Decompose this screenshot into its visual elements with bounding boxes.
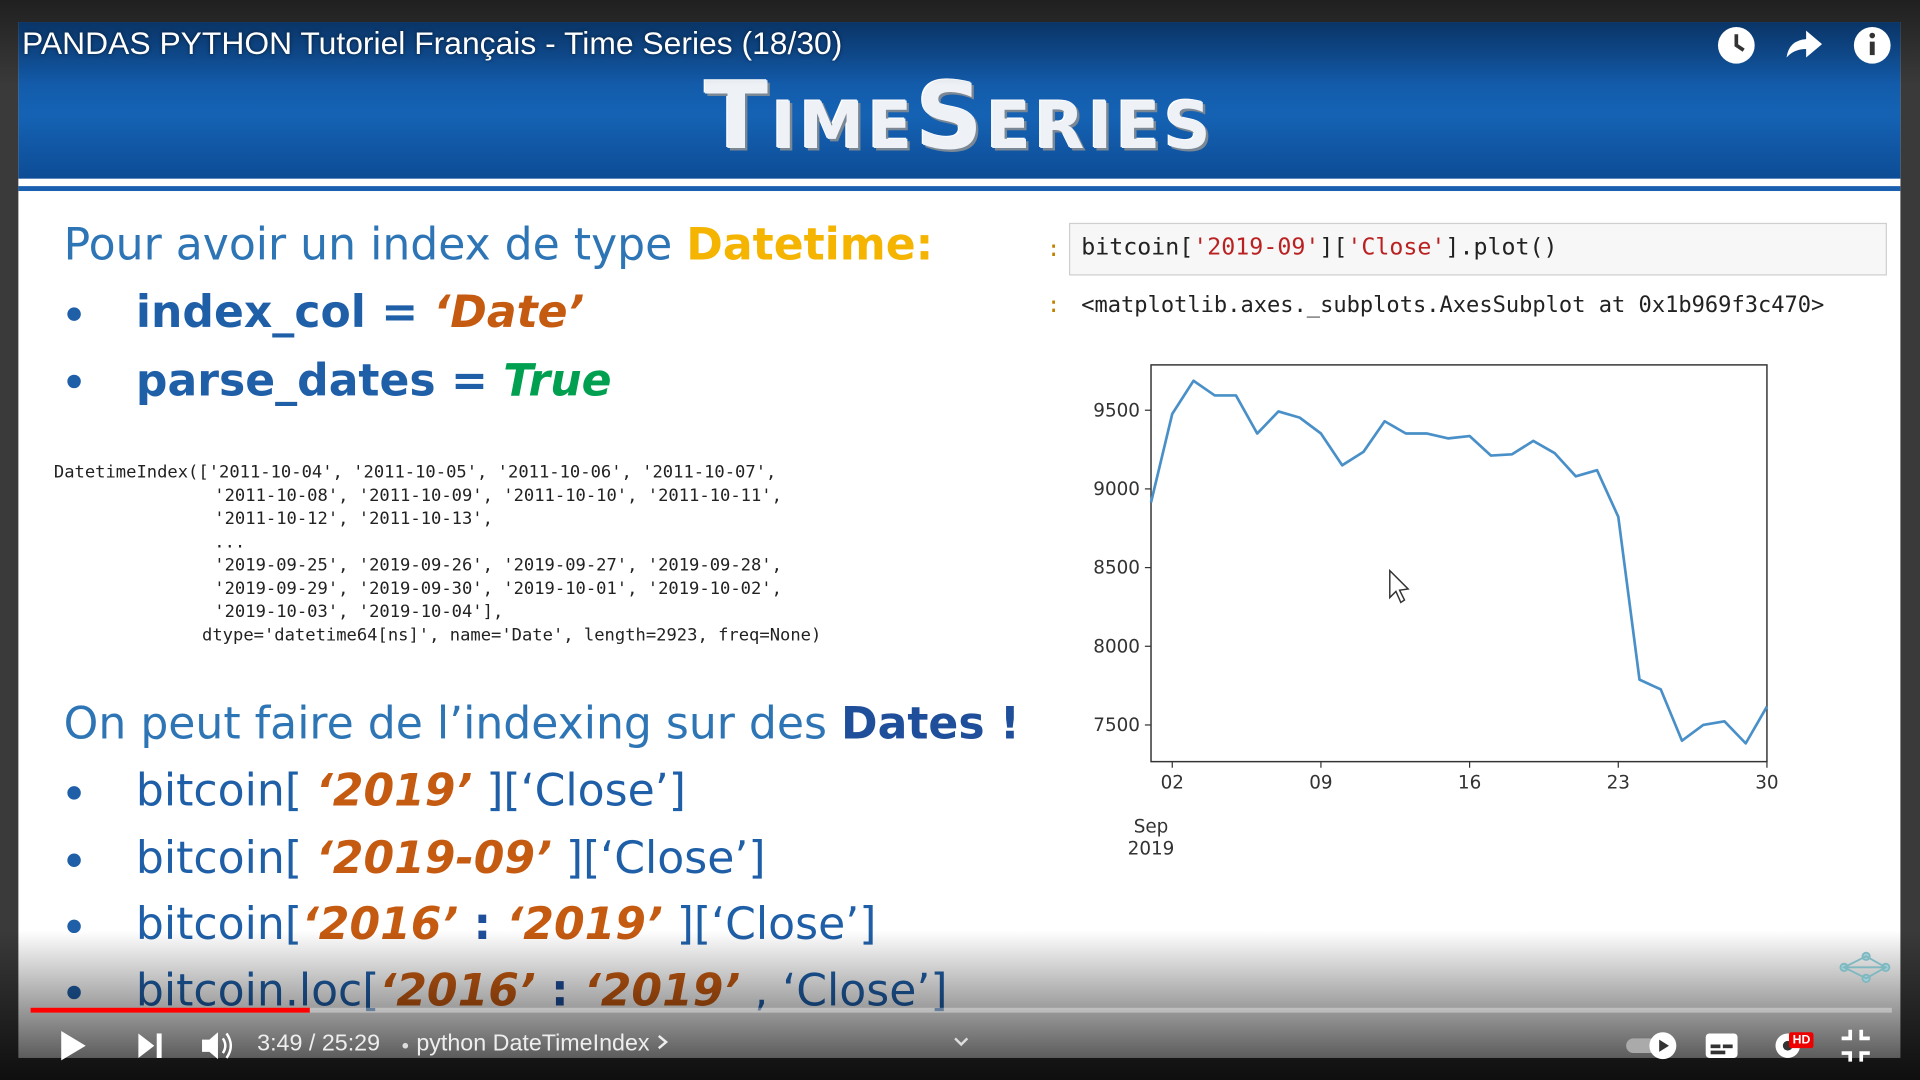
input-prompt: :: [1046, 236, 1061, 263]
heading-text: Pour avoir un index de type: [63, 220, 687, 271]
bullet: parse_dates = True: [135, 356, 612, 407]
x-period-label: Sep: [1134, 817, 1169, 838]
chapters-toggle[interactable]: [954, 1037, 969, 1047]
share-button[interactable]: [1786, 30, 1823, 58]
separator-dot: [402, 1042, 409, 1049]
heading-keyword: Datetime:: [686, 220, 934, 271]
chapter-title[interactable]: python DateTimeIndex: [416, 1031, 671, 1058]
x-tick-label: 30: [1755, 773, 1778, 794]
mouse-cursor: [1389, 568, 1410, 604]
bullet-dot: [67, 786, 81, 800]
bullet-text: bitcoin[: [135, 766, 317, 817]
bullet: bitcoin[ ‘2019’ ][‘Close’]: [135, 766, 686, 817]
notebook-cell: [1068, 222, 1887, 276]
code-line: ...: [214, 532, 246, 553]
x-tick-label: 16: [1458, 773, 1481, 794]
network-icon: [1839, 951, 1891, 983]
bullet-value: True: [503, 356, 612, 407]
progress-track[interactable]: [30, 1007, 1892, 1013]
next-button[interactable]: [138, 1033, 162, 1058]
bullet-value: ‘2019’: [316, 766, 473, 817]
controls: [61, 1029, 1870, 1062]
code-output: DatetimeIndex(['2011-10-04', '2011-10-05…: [54, 462, 821, 648]
y-tick-label: 9500: [1093, 400, 1140, 421]
bullet-text: bitcoin[: [135, 833, 317, 885]
banner-line: [18, 186, 1901, 192]
code: bitcoin[: [1081, 233, 1194, 261]
exit-fullscreen-button[interactable]: [1841, 1029, 1870, 1062]
banner-stripe: [18, 178, 1901, 187]
code-line: '2019-10-03', '2019-10-04'],: [214, 602, 504, 623]
code-string: 'Close': [1347, 233, 1446, 261]
bottom-shade: [0, 930, 1920, 1080]
volume-button[interactable]: [202, 1032, 233, 1060]
video-title[interactable]: PANDAS PYTHON Tutoriel Français - Time S…: [22, 24, 843, 62]
code-line: '2011-10-12', '2011-10-13',: [214, 509, 493, 529]
time-display: 3:49 / 25:29: [257, 1031, 381, 1057]
line-series: [1149, 379, 1769, 745]
bullet-text: parse_dates =: [135, 356, 504, 407]
code: ][: [1319, 233, 1348, 261]
bullet-dot: [67, 307, 81, 321]
bullet-text: index_col =: [135, 287, 434, 338]
bullet-value: ‘Date’: [433, 287, 585, 338]
heading-keyword: Dates !: [841, 699, 1021, 750]
code-line: dtype='datetime64[ns]', name='Date', len…: [202, 625, 822, 646]
x-period-label: 2019: [1128, 839, 1175, 860]
watch-later-button[interactable]: [1717, 26, 1755, 64]
y-tick-label: 7500: [1093, 715, 1140, 736]
x-tick-label: 02: [1161, 773, 1184, 794]
bullet-text: ][‘Close’]: [472, 766, 686, 817]
code-string: '2019-09': [1193, 233, 1320, 261]
bullet-dot: [67, 374, 81, 389]
code-line: '2011-10-08', '2011-10-09', '2011-10-10'…: [214, 486, 782, 506]
cell-output: <matplotlib.axes._subplots.AxesSubplot a…: [1081, 292, 1825, 319]
bullet-dot: [67, 919, 81, 934]
hd-badge: HD: [1788, 1032, 1815, 1049]
top-shade: [0, 0, 1920, 86]
bullet: index_col = ‘Date’: [135, 287, 585, 338]
y-tick-label: 9000: [1093, 479, 1140, 500]
output-prompt: :: [1046, 292, 1061, 319]
chapter-name: python DateTimeIndex: [416, 1031, 650, 1057]
code-line: DatetimeIndex(['2011-10-04', '2011-10-05…: [53, 462, 777, 483]
info-button[interactable]: [1853, 26, 1891, 64]
code-line: '2019-09-25', '2019-09-26', '2019-09-27'…: [214, 555, 782, 576]
plot-frame: [1150, 364, 1768, 763]
heading-text: On peut faire de l’indexing sur des: [63, 699, 842, 750]
code-line: '2019-09-29', '2019-09-30', '2019-10-01'…: [214, 579, 782, 599]
banner-background: [18, 22, 1901, 179]
x-tick-label: 09: [1309, 773, 1332, 794]
heading: On peut faire de l’indexing sur des Date…: [64, 700, 1020, 749]
chapter-chevron: [658, 1034, 669, 1050]
bullet-text: ][‘Close’]: [551, 833, 766, 885]
cell-code: bitcoin['2019-09']['Close'].plot(): [1081, 234, 1557, 261]
subtitles-button[interactable]: [1705, 1033, 1738, 1058]
y-tick-label: 8500: [1093, 558, 1140, 579]
heading: Pour avoir un index de type Datetime:: [63, 220, 934, 271]
bullet-dot: [67, 853, 81, 867]
play-button[interactable]: [61, 1031, 86, 1061]
autoplay-toggle[interactable]: [1626, 1032, 1677, 1060]
bullet: bitcoin[ ‘2019-09’ ][‘Close’]: [135, 833, 766, 885]
y-tick-label: 8000: [1093, 636, 1140, 657]
x-tick-label: 23: [1607, 773, 1630, 794]
top-actions: [1717, 26, 1891, 64]
progress-played: [30, 1007, 310, 1013]
code: ].plot(): [1445, 233, 1558, 261]
banner-title: TimeSeries: [704, 61, 1215, 171]
bullet-value: ‘2019-09’: [316, 833, 552, 885]
